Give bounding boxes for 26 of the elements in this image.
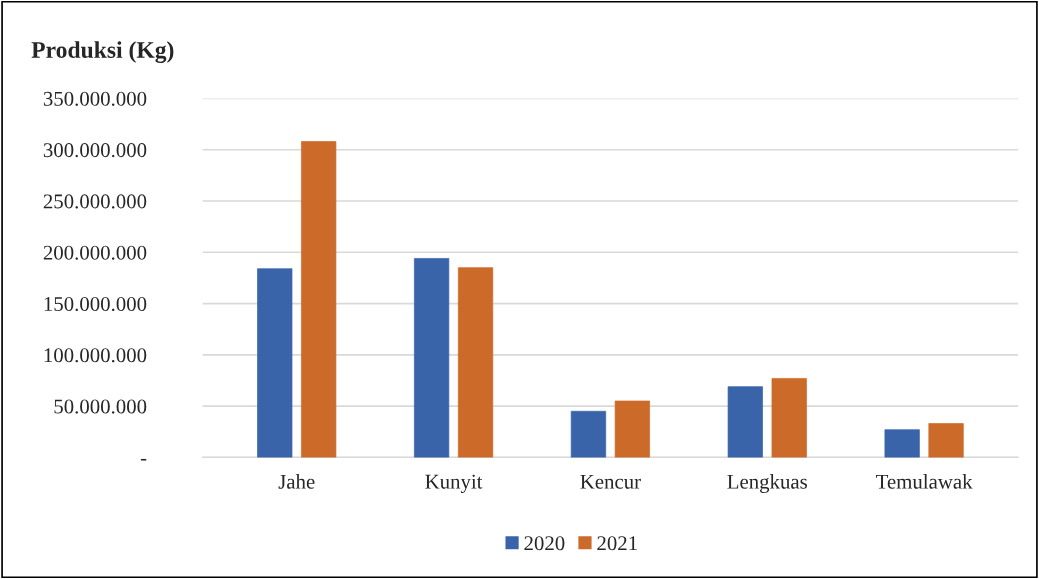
y-tick-label: 100.000.000 (44, 348, 147, 363)
x-tick-label: Kencur (580, 474, 641, 489)
chart-title: Produksi (Kg) (31, 41, 174, 63)
x-tick-label: Temulawak (876, 474, 973, 489)
bar (727, 386, 763, 458)
bar (301, 141, 337, 458)
y-tick-label: - (140, 458, 147, 461)
y-tick-label: 200.000.000 (43, 245, 147, 260)
bar (884, 429, 920, 458)
bar (414, 258, 450, 458)
bar (257, 268, 293, 458)
y-tick-label: 300.000.000 (43, 143, 147, 158)
x-tick-label: Kunyit (425, 474, 483, 493)
legend-label: 2021 (597, 536, 637, 551)
y-tick-label: 150.000.000 (44, 296, 147, 312)
bar (570, 410, 607, 458)
bar (928, 423, 964, 458)
y-tick-label: 350.000.000 (43, 91, 147, 106)
bar (614, 400, 650, 458)
y-tick-label: 50.000.000 (54, 399, 147, 414)
x-tick-label: Lengkuas (727, 474, 807, 494)
x-tick-label: Jahe (278, 474, 315, 489)
bar (771, 378, 807, 458)
y-tick-label: 250.000.000 (43, 194, 147, 209)
legend-label: 2020 (524, 536, 565, 551)
bar (457, 267, 494, 458)
